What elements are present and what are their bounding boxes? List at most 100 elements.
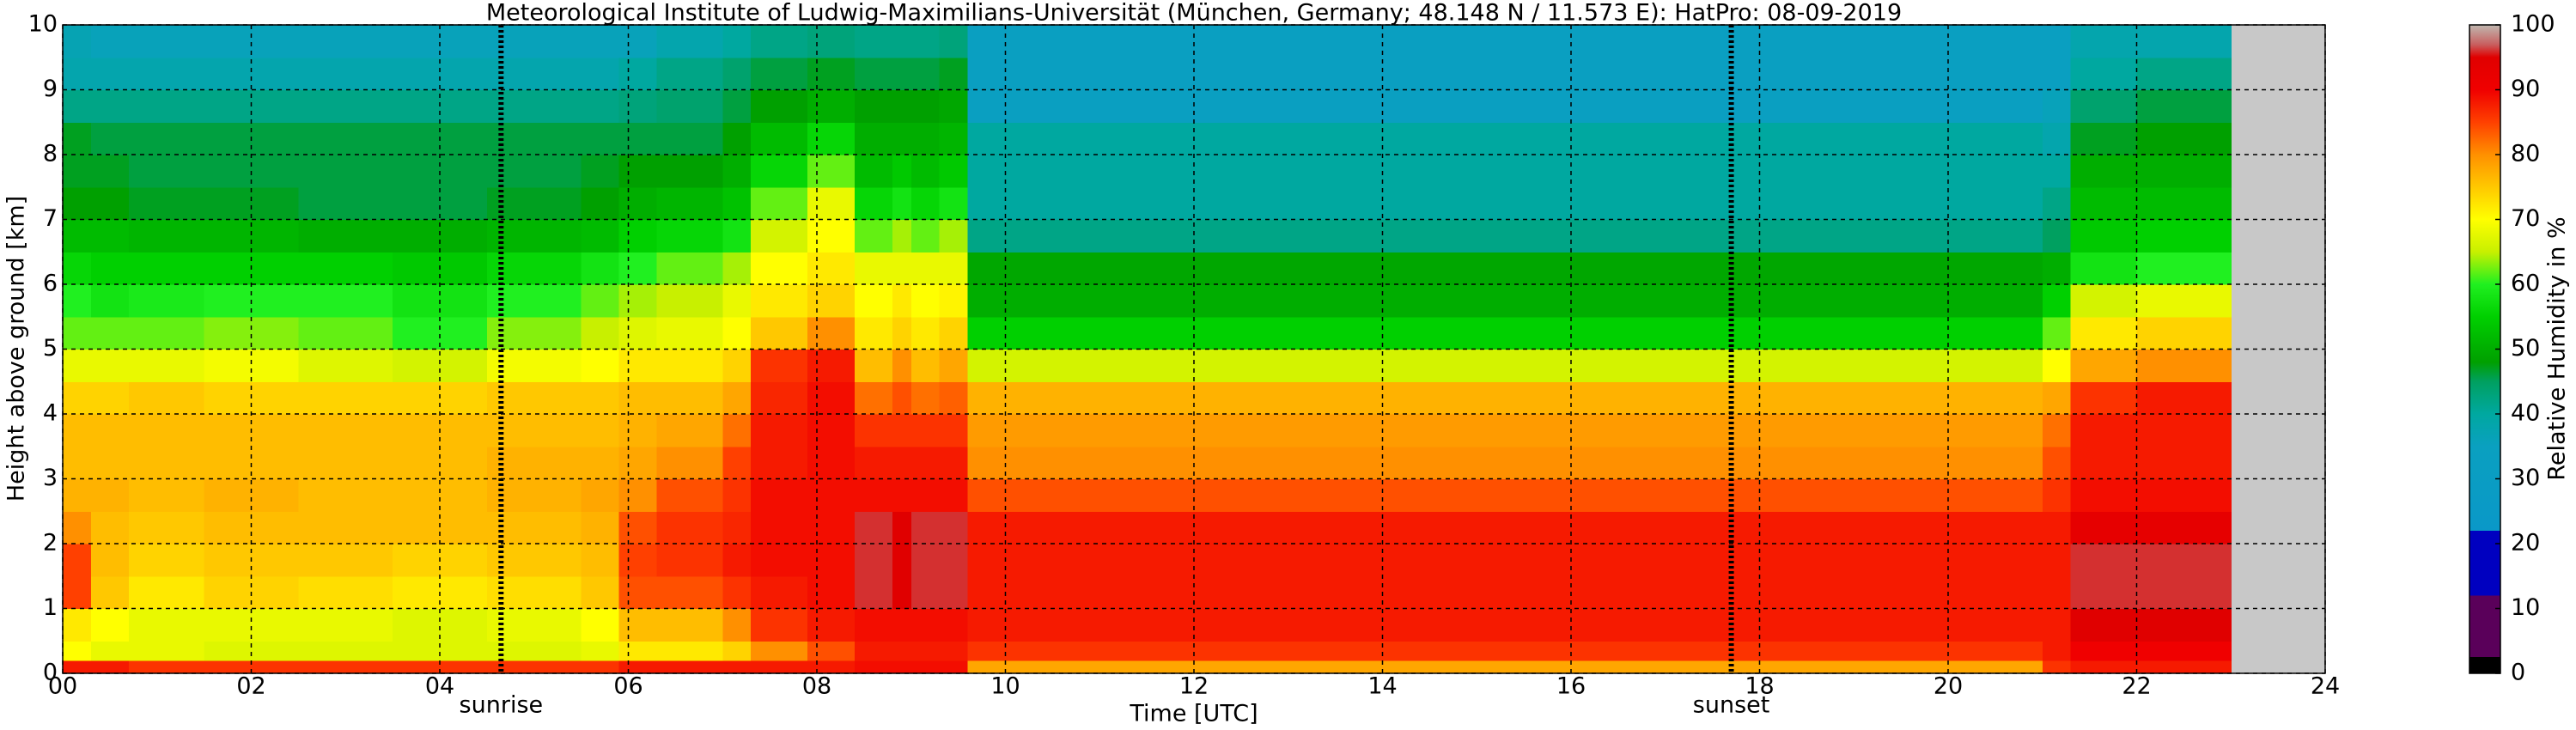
- heat-cell: [618, 122, 658, 155]
- heat-cell: [2042, 608, 2072, 642]
- heat-cell: [128, 544, 205, 577]
- heat-cell: [128, 284, 205, 318]
- heat-cell: [751, 122, 808, 155]
- heat-cell: [298, 608, 393, 642]
- heat-cell: [90, 155, 130, 188]
- heat-cell: [2042, 252, 2072, 285]
- x-tick-label: 08: [802, 673, 831, 700]
- heat-cell: [656, 575, 723, 610]
- heat-cell: [2070, 186, 2138, 221]
- heat-cell: [807, 252, 856, 285]
- heat-cell: [581, 660, 620, 674]
- heat-cell: [939, 414, 969, 447]
- heat-cell: [2042, 284, 2072, 318]
- colorbar-tick-label: 100: [2511, 11, 2555, 38]
- heat-cell: [2136, 381, 2232, 415]
- heat-cell: [656, 186, 723, 221]
- heat-cell: [751, 219, 808, 252]
- heat-cell: [939, 284, 969, 318]
- heat-cell: [2070, 641, 2138, 661]
- heat-cell: [967, 544, 2043, 577]
- heat-cell: [910, 57, 941, 91]
- heat-cell: [581, 478, 620, 512]
- heat-cell: [892, 446, 912, 480]
- heat-cell: [618, 89, 658, 123]
- heat-cell: [807, 316, 856, 350]
- heat-cell: [751, 349, 808, 382]
- heat-cell: [910, 381, 941, 415]
- heat-cell: [807, 57, 856, 91]
- heat-cell: [2070, 57, 2138, 91]
- heat-cell: [2136, 219, 2232, 252]
- heat-cell: [854, 575, 893, 610]
- heat-cell: [892, 608, 912, 642]
- heat-cell: [2070, 284, 2138, 318]
- heat-cell: [618, 381, 658, 415]
- y-tick-label: 1: [43, 594, 58, 621]
- heat-cell: [751, 414, 808, 447]
- heat-cell: [807, 219, 856, 252]
- heat-cell: [298, 316, 393, 350]
- heat-cell: [63, 414, 92, 447]
- heat-cell: [807, 446, 856, 480]
- heat-cell: [90, 284, 130, 318]
- heat-cell: [486, 544, 582, 577]
- heat-cell: [807, 349, 856, 382]
- heat-cell: [722, 575, 752, 610]
- heat-cell: [298, 381, 393, 415]
- heat-cell: [656, 381, 723, 415]
- heat-cell: [2136, 660, 2232, 674]
- heat-cell: [618, 575, 658, 610]
- heat-cell: [128, 186, 205, 221]
- heat-cell: [63, 316, 92, 350]
- heat-cell: [656, 478, 723, 512]
- heat-cell: [90, 575, 130, 610]
- heat-cell: [298, 349, 393, 382]
- heat-cell: [128, 478, 205, 512]
- heat-cell: [581, 608, 620, 642]
- heat-cell: [2042, 478, 2072, 512]
- heat-cell: [854, 608, 893, 642]
- heat-cell: [2070, 511, 2138, 544]
- heat-cell: [892, 316, 912, 350]
- heat-cell: [807, 122, 856, 155]
- chart-title: Meteorological Institute of Ludwig-Maxim…: [486, 0, 1902, 27]
- heat-cell: [722, 446, 752, 480]
- heat-cell: [722, 219, 752, 252]
- heat-cell: [939, 446, 969, 480]
- heat-cell: [656, 316, 723, 350]
- heat-cell: [581, 414, 620, 447]
- heat-cell: [2042, 511, 2072, 544]
- heat-cell: [854, 219, 893, 252]
- heat-cell: [910, 122, 941, 155]
- heat-cell: [90, 186, 130, 221]
- heat-cell: [807, 478, 856, 512]
- heat-cell: [63, 660, 92, 674]
- heat-cell: [618, 155, 658, 188]
- heat-cell: [892, 57, 912, 91]
- heat-cell: [751, 186, 808, 221]
- heat-cell: [910, 284, 941, 318]
- heat-cell: [63, 89, 92, 123]
- heat-cell: [939, 155, 969, 188]
- heat-cell: [656, 349, 723, 382]
- heat-cell: [939, 511, 969, 544]
- heat-cell: [722, 284, 752, 318]
- heat-cell: [656, 660, 723, 674]
- heat-cell: [939, 575, 969, 610]
- heat-cell: [2070, 25, 2138, 58]
- heat-cell: [854, 284, 893, 318]
- heat-cell: [939, 316, 969, 350]
- heat-cell: [854, 57, 893, 91]
- heat-cell: [2136, 25, 2232, 58]
- heat-cell: [2070, 252, 2138, 285]
- y-tick-label: 8: [43, 141, 58, 167]
- heat-cell: [618, 25, 658, 58]
- heat-cell: [807, 544, 856, 577]
- heat-cell: [618, 608, 658, 642]
- heat-cell: [967, 511, 2043, 544]
- heat-cell: [128, 446, 205, 480]
- heat-cell: [2070, 660, 2138, 674]
- y-tick-label: 5: [43, 335, 58, 362]
- heat-cell: [581, 89, 620, 123]
